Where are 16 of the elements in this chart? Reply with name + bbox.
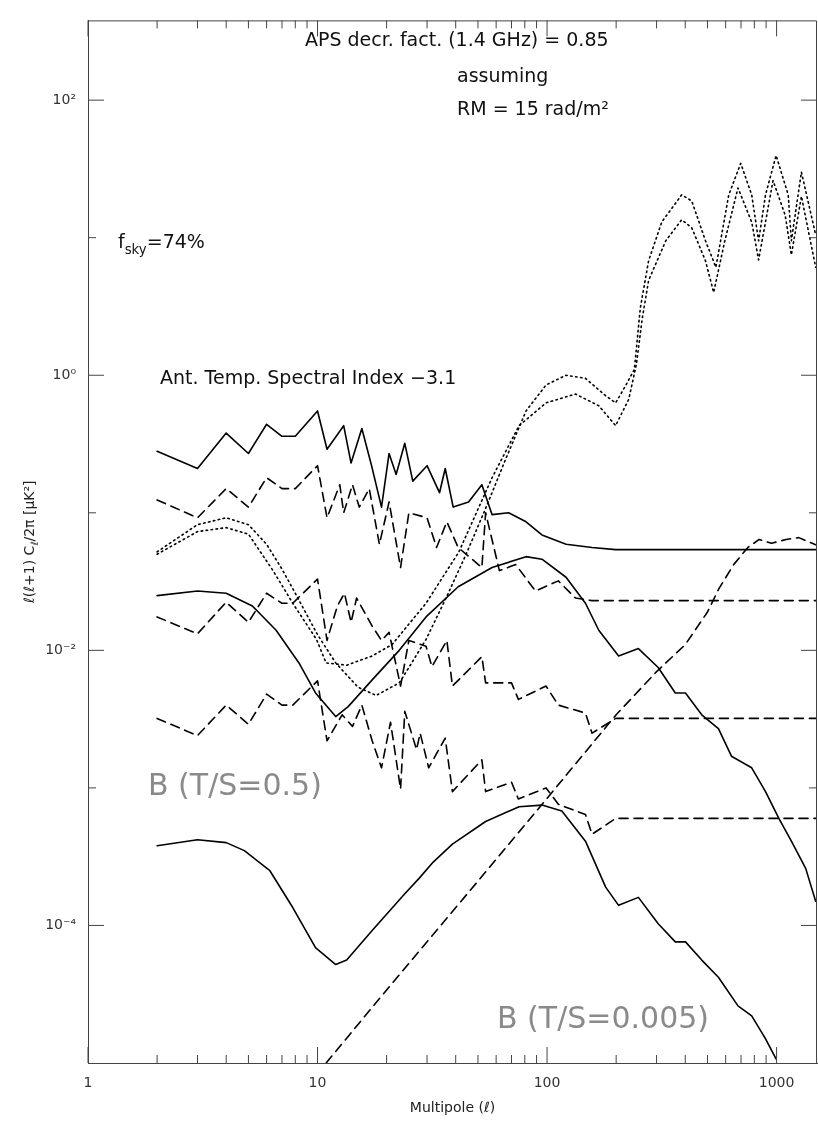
y-tick-label: 10⁰: [52, 365, 77, 382]
y-axis-title: ℓ(ℓ+1) Cℓ/2π [μK²]: [21, 480, 41, 604]
annotation: Ant. Temp. Spectral Index −3.1: [160, 366, 457, 388]
series-label: B (T/S=0.005): [497, 1000, 710, 1035]
annotation: APS decr. fact. (1.4 GHz) = 0.85: [305, 28, 609, 50]
x-axis-title: Multipole (ℓ): [409, 1099, 496, 1115]
annotation: assuming: [457, 64, 549, 86]
x-tick-label: 1000: [758, 1074, 795, 1091]
y-tick-label: 10²: [52, 90, 76, 107]
x-tick-label: 100: [533, 1074, 561, 1091]
annotation: RM = 15 rad/m²: [457, 97, 609, 119]
x-tick-label: 1: [83, 1074, 93, 1091]
y-tick-label: 10⁻²: [45, 640, 76, 657]
x-tick-label: 10: [308, 1074, 327, 1091]
series-label: B (T/S=0.5): [148, 767, 322, 802]
y-tick-label: 10⁻⁴: [45, 916, 77, 933]
